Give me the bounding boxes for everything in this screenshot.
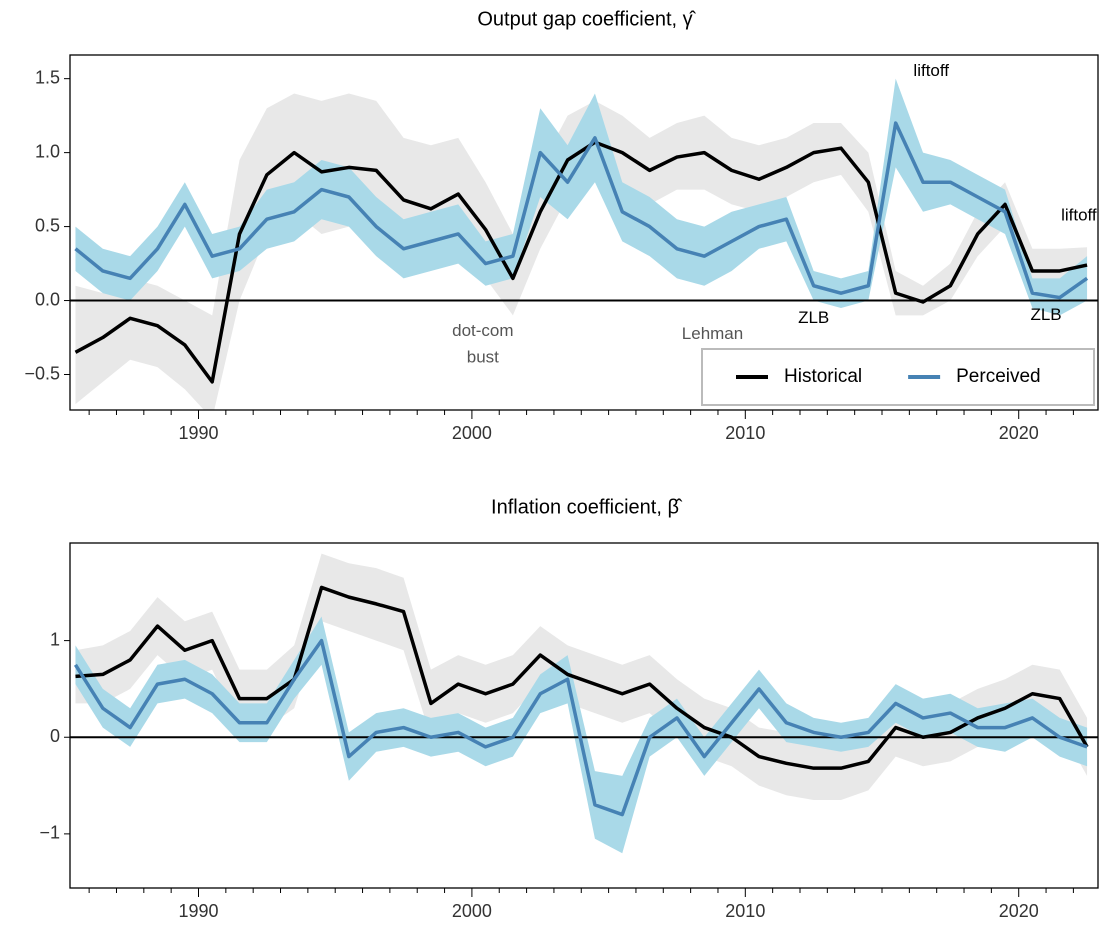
chart-title: Inflation coefficient, β̂ (491, 496, 683, 518)
x-tick-label: 2000 (452, 901, 492, 921)
y-tick-label: 0.5 (35, 215, 60, 235)
annotation: ZLB (798, 308, 829, 327)
y-tick-label: 0 (50, 726, 60, 746)
x-tick-label: 2020 (999, 423, 1039, 443)
y-tick-label: −0.5 (24, 363, 60, 383)
x-tick-label: 2010 (725, 901, 765, 921)
plot-frame (69, 542, 1099, 889)
series-line (74, 140, 1088, 384)
annotation: bust (467, 348, 499, 367)
y-tick-label: 1.0 (35, 141, 60, 161)
series-line (73, 638, 1088, 817)
series-line (75, 585, 1089, 770)
annotation: liftoff (913, 61, 949, 80)
y-tick-label: 1.5 (35, 67, 60, 87)
series-line (74, 121, 1089, 300)
x-tick-label: 1990 (178, 901, 218, 921)
x-tick-label: 2020 (999, 901, 1039, 921)
y-tick-label: −1 (39, 823, 60, 843)
x-tick-label: 2010 (725, 423, 765, 443)
plot-frame (69, 54, 1099, 411)
y-tick-label: 1 (50, 629, 60, 649)
y-tick-label: 0.0 (35, 289, 60, 309)
legend-label: Perceived (956, 366, 1041, 387)
legend-label: Historical (784, 366, 862, 387)
confidence-band (75, 78, 1088, 316)
plot (70, 78, 1098, 410)
x-tick-label: 2000 (452, 423, 492, 443)
plot (70, 553, 1098, 854)
annotation: ZLB (1030, 305, 1061, 324)
annotation: liftoff (1061, 206, 1097, 225)
annotation: Lehman (682, 324, 743, 343)
annotation: dot-com (452, 321, 513, 340)
chart-title: Output gap coefficient, γ̂ (477, 8, 696, 30)
x-tick-label: 1990 (178, 423, 218, 443)
